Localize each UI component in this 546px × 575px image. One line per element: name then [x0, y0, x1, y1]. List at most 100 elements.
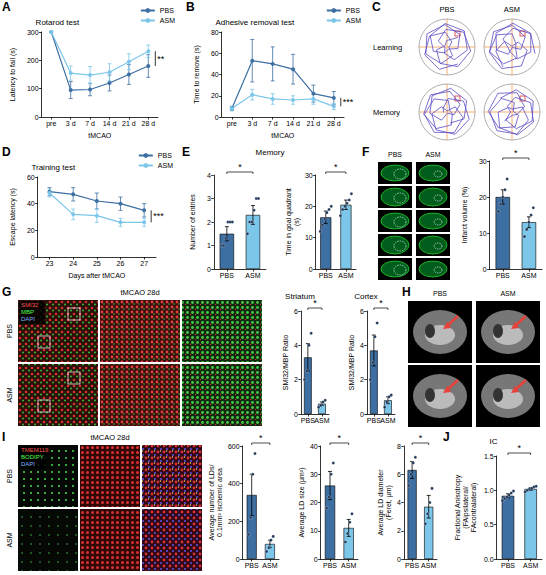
svg-text:20: 20	[211, 92, 219, 99]
svg-text:0.0: 0.0	[484, 556, 494, 563]
svg-text:20: 20	[479, 194, 487, 201]
svg-text:ASM: ASM	[500, 290, 515, 297]
svg-text:0: 0	[236, 556, 240, 563]
svg-text:PBS: PBS	[405, 562, 419, 569]
svg-text:*: *	[259, 433, 263, 443]
svg-text:8: 8	[397, 443, 401, 450]
svg-text:1.5: 1.5	[484, 453, 494, 460]
svg-text:ASM: ASM	[523, 562, 538, 569]
svg-text:ASM: ASM	[262, 562, 277, 569]
svg-text:*: *	[419, 433, 423, 443]
svg-text:SMI32: SMI32	[21, 302, 39, 308]
svg-text:0: 0	[294, 411, 298, 418]
svg-text:Number of entries: Number of entries	[189, 194, 196, 250]
svg-text:PBS: PBS	[496, 272, 510, 279]
svg-text:Average LD size (μm²): Average LD size (μm²)	[298, 467, 306, 537]
svg-text:D: D	[2, 145, 11, 159]
svg-text:20: 20	[310, 499, 318, 506]
svg-text:100: 100	[27, 85, 39, 92]
svg-text:7 d: 7 d	[268, 120, 278, 127]
svg-text:14 d: 14 d	[103, 120, 117, 127]
svg-text:0: 0	[483, 266, 487, 273]
svg-text:Training test: Training test	[31, 163, 76, 172]
svg-text:0.1mm² ischemic area: 0.1mm² ischemic area	[216, 468, 223, 537]
svg-text:30: 30	[479, 158, 487, 165]
svg-text:(FAipsilateral/: (FAipsilateral/	[462, 486, 470, 528]
svg-text:*: *	[238, 162, 242, 172]
svg-text:PBS: PBS	[388, 151, 402, 158]
svg-text:PBS: PBS	[346, 7, 360, 14]
svg-text:Escape latency (s): Escape latency (s)	[9, 188, 17, 246]
svg-text:PBS: PBS	[439, 5, 454, 14]
svg-text:4: 4	[360, 342, 364, 349]
svg-text:0: 0	[360, 411, 364, 418]
svg-text:Latency to fail (s): Latency to fail (s)	[9, 48, 17, 101]
svg-text:0: 0	[309, 266, 313, 273]
svg-text:ASM: ASM	[245, 272, 260, 279]
svg-text:30: 30	[305, 172, 313, 179]
svg-text:F: F	[362, 145, 369, 159]
svg-text:80: 80	[211, 29, 219, 36]
svg-text:10: 10	[305, 234, 313, 241]
svg-text:20: 20	[305, 203, 313, 210]
svg-text:**: **	[157, 54, 165, 64]
svg-text:SMI32/MBP Ratio: SMI32/MBP Ratio	[282, 335, 289, 391]
svg-text:0: 0	[31, 254, 35, 261]
svg-text:Time to remove (s): Time to remove (s)	[193, 45, 201, 103]
svg-text:4: 4	[397, 499, 401, 506]
svg-text:Average LD diameter: Average LD diameter	[377, 469, 385, 536]
svg-text:IC: IC	[490, 437, 498, 446]
svg-text:600: 600	[228, 443, 240, 450]
svg-text:PBS: PBS	[501, 562, 515, 569]
svg-text:***: ***	[343, 97, 354, 107]
svg-text:ASM: ASM	[521, 272, 536, 279]
svg-text:21 d: 21 d	[307, 120, 321, 127]
svg-text:PBS: PBS	[220, 272, 234, 279]
svg-text:*: *	[338, 433, 342, 443]
svg-text:E: E	[182, 145, 190, 159]
svg-text:3: 3	[207, 195, 211, 202]
svg-text:I: I	[2, 430, 5, 444]
svg-text:***: ***	[153, 211, 164, 221]
svg-text:30: 30	[310, 471, 318, 478]
svg-text:ASM: ASM	[6, 532, 13, 547]
svg-text:PBS: PBS	[6, 324, 13, 338]
svg-text:7 d: 7 d	[85, 120, 95, 127]
svg-text:6: 6	[360, 308, 364, 315]
svg-text:0: 0	[314, 556, 318, 563]
svg-text:28 d: 28 d	[141, 120, 155, 127]
svg-text:PBS: PBS	[158, 152, 172, 159]
svg-text:24: 24	[69, 260, 77, 267]
svg-text:DAPI: DAPI	[21, 461, 35, 467]
svg-text:6: 6	[397, 471, 401, 478]
svg-text:(s): (s)	[293, 218, 301, 226]
svg-text:0: 0	[207, 266, 211, 273]
svg-text:3 d: 3 d	[66, 120, 76, 127]
svg-text:60: 60	[211, 50, 219, 57]
svg-text:27: 27	[140, 260, 148, 267]
svg-text:0: 0	[397, 556, 401, 563]
svg-text:ASM: ASM	[160, 17, 175, 24]
svg-text:ASM: ASM	[6, 387, 13, 402]
svg-text:0: 0	[215, 114, 219, 121]
svg-text:4: 4	[207, 172, 211, 179]
svg-text:Infarct volume (%): Infarct volume (%)	[461, 187, 469, 244]
svg-text:FAcontralateral): FAcontralateral)	[470, 483, 478, 532]
svg-text:ASM: ASM	[338, 272, 353, 279]
svg-text:23: 23	[46, 260, 54, 267]
svg-text:1: 1	[207, 242, 211, 249]
svg-text:tMCAO: tMCAO	[88, 132, 112, 139]
svg-text:(Feret, μm): (Feret, μm)	[385, 485, 393, 520]
svg-text:Days after tMCAO: Days after tMCAO	[68, 272, 125, 280]
svg-text:SMI32/MBP Ratio: SMI32/MBP Ratio	[348, 335, 355, 391]
svg-text:PBS: PBS	[245, 562, 259, 569]
svg-text:2: 2	[207, 219, 211, 226]
svg-text:28 d: 28 d	[327, 120, 341, 127]
svg-text:Average number of LDs/: Average number of LDs/	[208, 465, 216, 541]
svg-text:0.5: 0.5	[484, 521, 494, 528]
svg-text:ASM: ASM	[341, 562, 356, 569]
svg-text:Time in goal quadrant: Time in goal quadrant	[285, 188, 293, 256]
svg-text:TMEM119: TMEM119	[21, 447, 49, 453]
svg-text:*: *	[379, 298, 383, 308]
svg-text:0: 0	[35, 114, 39, 121]
